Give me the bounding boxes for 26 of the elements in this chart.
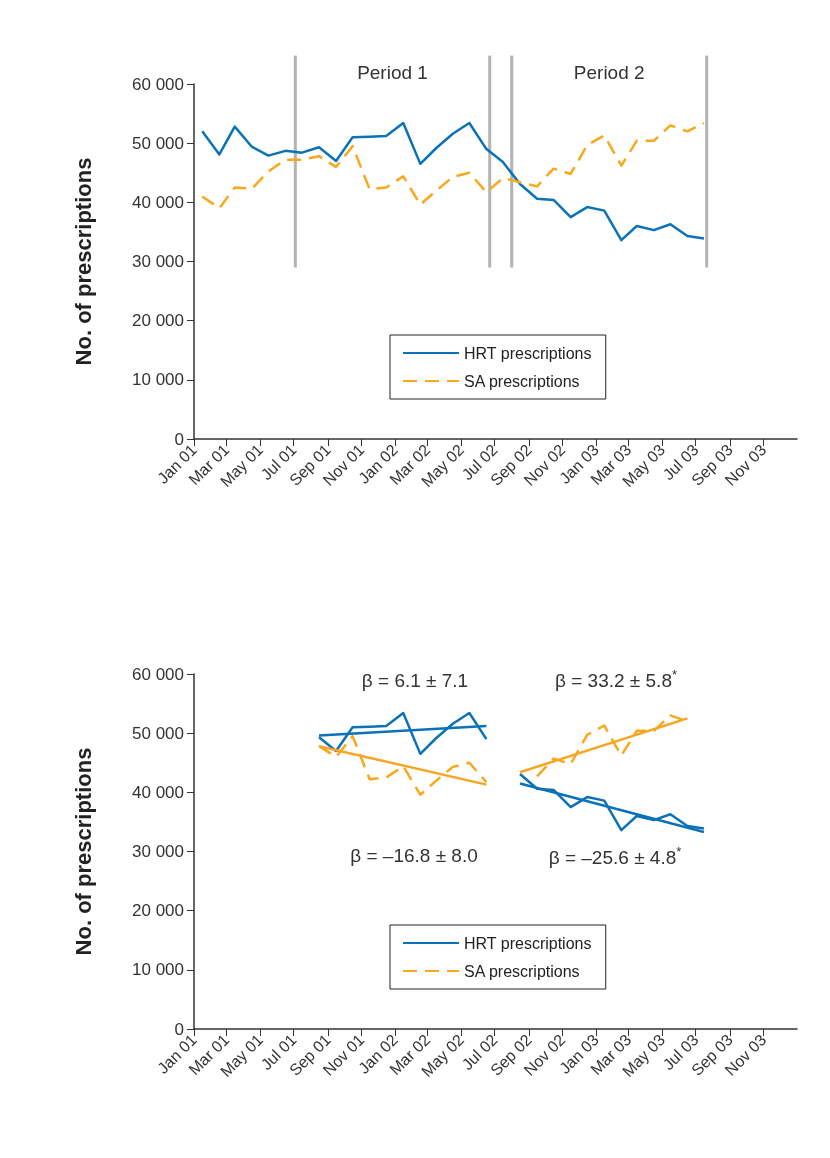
y-tick-label: 0 [174,1019,184,1039]
annotation: β = 6.1 ± 7.1 [361,669,469,691]
y-tick-label: 40 000 [132,782,184,802]
y-tick-label: 50 000 [132,133,184,153]
y-tick-label: 40 000 [132,192,184,212]
y-tick-label: 30 000 [132,252,184,271]
text: Period 1 [357,61,428,83]
legend-label: HRT prescriptions [464,344,592,362]
legend-label: HRT prescriptions [464,934,592,952]
y-tick-label: 60 000 [132,74,184,94]
legend-label: SA prescriptions [464,962,580,980]
y-tick-label: 60 000 [132,664,184,684]
annotation: β = 33.2 ± 5.8* [554,666,678,691]
y-tick-label: 30 000 [132,842,184,861]
y-axis-title: No. of prescriptions [70,747,96,956]
y-tick-label: 10 000 [132,370,184,390]
y-tick-label: 20 000 [132,901,184,921]
legend-label: SA prescriptions [464,372,580,390]
y-tick-label: 20 000 [132,311,184,331]
y-tick-label: 0 [174,429,184,449]
y-tick-label: 10 000 [132,960,184,980]
y-tick-label: 50 000 [132,723,184,743]
y-axis-title: No. of prescriptions [70,157,96,366]
annotation: β = –16.8 ± 8.0 [350,844,478,866]
text: Period 2 [573,61,645,83]
annotation: β = –25.6 ± 4.8* [548,843,682,868]
